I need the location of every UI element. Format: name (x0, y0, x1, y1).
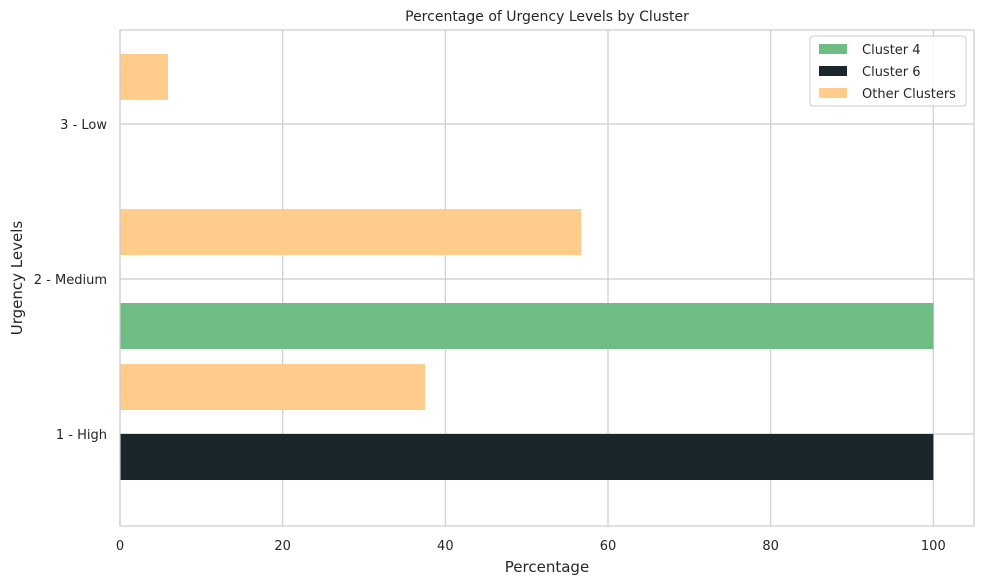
legend-swatch (819, 88, 847, 98)
bars (120, 54, 934, 480)
x-tick-label: 80 (762, 539, 779, 554)
x-tick-label: 60 (600, 539, 617, 554)
x-tick-label: 20 (274, 539, 291, 554)
legend-swatch (819, 66, 847, 76)
x-tick-label: 100 (921, 539, 946, 554)
legend-label: Other Clusters (862, 87, 956, 102)
y-tick-label: 1 - High (56, 428, 107, 443)
legend: Cluster 4 Cluster 6 Other Clusters (809, 35, 967, 107)
bar (120, 303, 934, 349)
bar (120, 434, 934, 480)
y-axis-label: Urgency Levels (8, 221, 26, 336)
tick-labels: 0 20 40 60 80 100 1 - High 2 - Medium 3 - Low (34, 118, 946, 554)
plot-frame (119, 29, 975, 527)
legend-swatch (819, 44, 847, 54)
legend-box (809, 35, 967, 107)
legend-label: Cluster 4 (862, 43, 921, 58)
x-tick-label: 0 (116, 539, 124, 554)
x-axis-label: Percentage (505, 558, 589, 576)
legend-label: Cluster 6 (862, 65, 921, 80)
bar (120, 54, 168, 100)
chart-title: Percentage of Urgency Levels by Cluster (405, 9, 689, 25)
x-tick-label: 40 (437, 539, 454, 554)
bar (120, 209, 582, 255)
bar (120, 364, 425, 410)
y-tick-label: 2 - Medium (34, 273, 107, 288)
y-tick-label: 3 - Low (60, 118, 107, 133)
